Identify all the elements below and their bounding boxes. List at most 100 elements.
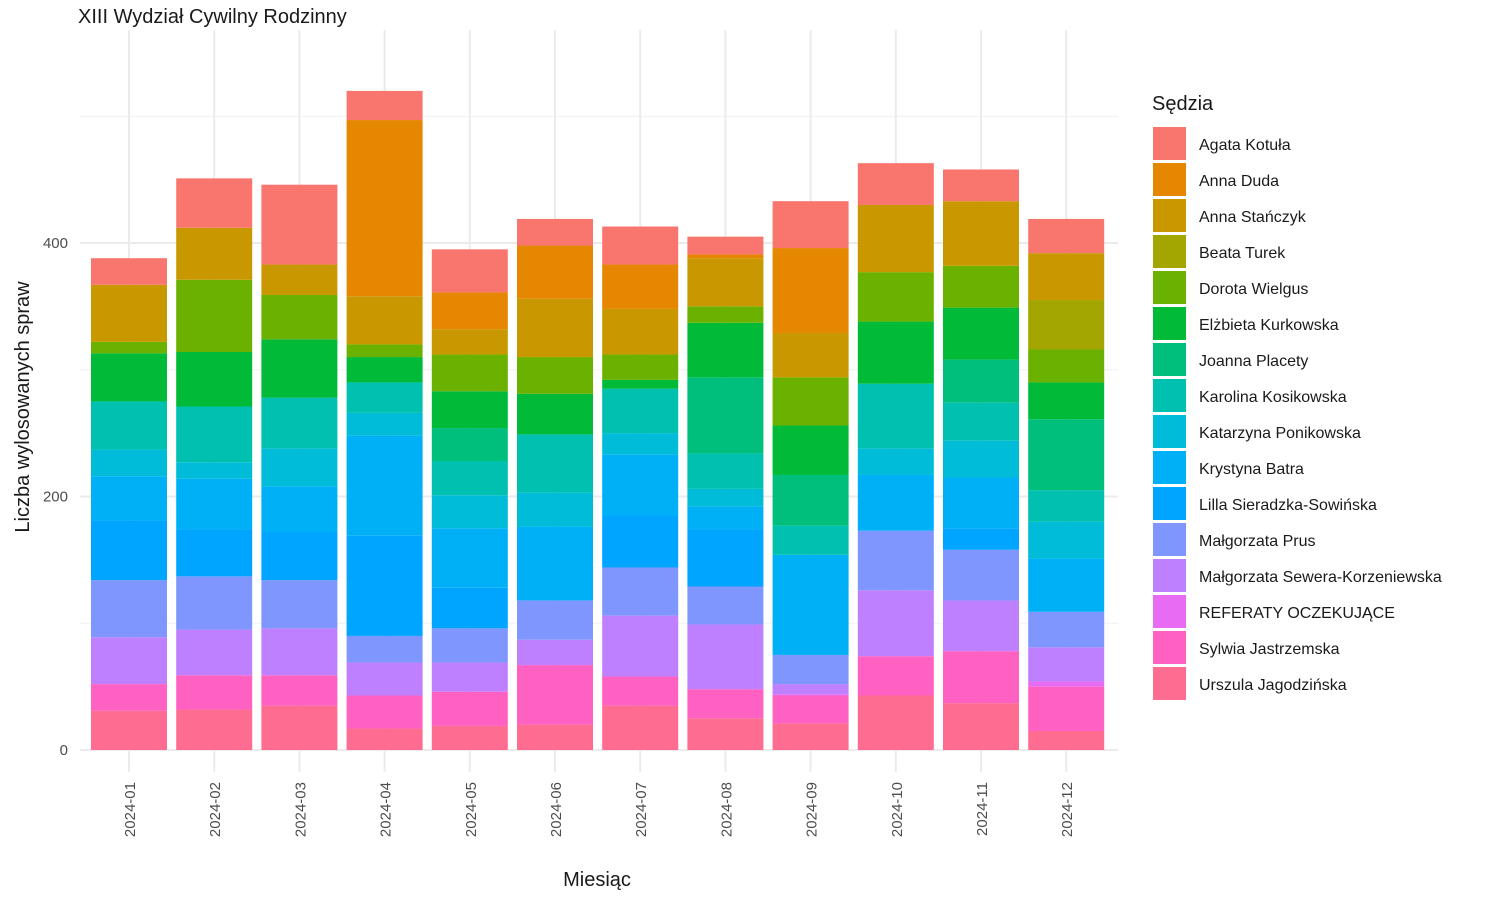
x-tick-label: 2024-07 xyxy=(633,782,650,837)
bar-segment xyxy=(91,684,167,711)
bar-segment xyxy=(772,684,849,695)
bar-segment xyxy=(943,651,1019,704)
bar-segment xyxy=(687,258,764,307)
x-tick-label: 2024-09 xyxy=(804,782,821,837)
bar-segment xyxy=(431,495,508,529)
bar-segment xyxy=(176,478,253,530)
bar-segment xyxy=(687,529,764,587)
legend-label: Sylwia Jastrzemska xyxy=(1199,641,1340,658)
bar-segment xyxy=(176,462,253,479)
bar-segment xyxy=(176,629,253,676)
legend-label: Małgorzata Sewera-Korzeniewska xyxy=(1199,569,1442,586)
bar-segment xyxy=(943,703,1019,750)
bar-segment xyxy=(857,321,934,384)
bar-segment xyxy=(431,691,508,726)
bar-segment xyxy=(857,383,934,449)
legend-swatch xyxy=(1153,271,1186,304)
bar-segment xyxy=(602,515,679,568)
legend-label: REFERATY OCZEKUJĄCE xyxy=(1199,605,1395,622)
bar-segment xyxy=(602,226,679,265)
bar-segment xyxy=(943,440,1019,478)
bar-segment xyxy=(943,201,1019,266)
bar-segment xyxy=(602,264,679,309)
bar-segment xyxy=(431,628,508,663)
bar-segment xyxy=(431,725,508,750)
bar-segment xyxy=(602,676,679,706)
legend-swatch xyxy=(1153,379,1186,412)
bar-segment xyxy=(687,488,764,507)
bar-segment xyxy=(943,549,1019,601)
bar-segment xyxy=(1028,382,1105,420)
bar-segment xyxy=(176,406,253,463)
bar-segment xyxy=(346,435,423,536)
bar-segment xyxy=(91,710,167,750)
y-tick-label: 200 xyxy=(43,489,68,506)
bar-segment xyxy=(687,236,764,255)
bar-segment xyxy=(431,587,508,629)
bar-segment xyxy=(687,322,764,378)
bar-segment xyxy=(431,528,508,588)
bar-segment xyxy=(176,352,253,407)
bar-segment xyxy=(772,723,849,750)
x-axis-ticks: 2024-01 2024-02 2024-03 2024-04 2024-05 2024-… xyxy=(122,782,1076,837)
bar-segment xyxy=(602,615,679,677)
bar-segment xyxy=(517,298,593,358)
bar-segment xyxy=(772,654,849,685)
legend-swatch xyxy=(1153,631,1186,664)
bar-segment xyxy=(943,265,1019,308)
bar-segment xyxy=(176,279,253,353)
bar-segment xyxy=(517,434,593,493)
bar-segment xyxy=(346,344,423,358)
bar-segment xyxy=(261,448,338,487)
y-tick-label: 0 xyxy=(60,742,68,759)
bar-segment xyxy=(176,675,253,710)
legend-label: Karolina Kosikowska xyxy=(1199,389,1347,406)
bar-segment xyxy=(261,531,338,581)
bar-segment xyxy=(687,624,764,690)
bar-segment xyxy=(1028,253,1105,301)
bar-segment xyxy=(687,254,764,259)
bar-segment xyxy=(346,412,423,436)
bar-segment xyxy=(687,506,764,530)
bar-segment xyxy=(1028,521,1105,559)
bar-segment xyxy=(857,656,934,696)
legend-swatch xyxy=(1153,523,1186,556)
bar-segment xyxy=(517,218,593,246)
legend-label: Małgorzata Prus xyxy=(1199,533,1316,550)
bar-segment xyxy=(517,492,593,527)
bar-segment xyxy=(431,428,508,462)
chart-title: XIII Wydział Cywilny Rodzinny xyxy=(78,6,347,28)
bar-segment xyxy=(772,332,849,378)
legend-swatch xyxy=(1153,667,1186,700)
bar-segment xyxy=(431,461,508,496)
bar-segment xyxy=(602,388,679,434)
legend-label: Elżbieta Kurkowska xyxy=(1199,317,1339,334)
bar-segment xyxy=(517,600,593,640)
bar-segment xyxy=(91,520,167,581)
bar-segment xyxy=(176,576,253,630)
bar-segment xyxy=(261,339,338,398)
bar-segment xyxy=(943,402,1019,441)
y-tick-label: 400 xyxy=(43,235,68,252)
bar-segment xyxy=(346,296,423,345)
bar-segment xyxy=(687,718,764,750)
bar-segment xyxy=(346,662,423,696)
bar-segment xyxy=(261,294,338,340)
legend-label: Dorota Wielgus xyxy=(1199,281,1308,298)
bar-segment xyxy=(91,401,167,450)
legend-swatch xyxy=(1153,307,1186,340)
bar-segment xyxy=(261,184,338,265)
bar-segment xyxy=(346,635,423,663)
bar-segment xyxy=(602,705,679,750)
bar-segment xyxy=(687,586,764,625)
bar-segment xyxy=(772,377,849,426)
bar-segment xyxy=(857,272,934,322)
bar-segment xyxy=(1028,490,1105,522)
bar-segment xyxy=(1028,300,1105,350)
bar-segment xyxy=(91,353,167,402)
bar-segment xyxy=(687,306,764,323)
bar-segment xyxy=(91,476,167,521)
x-tick-label: 2024-12 xyxy=(1059,782,1076,837)
bar-segment xyxy=(346,90,423,121)
bar-segment xyxy=(346,382,423,413)
